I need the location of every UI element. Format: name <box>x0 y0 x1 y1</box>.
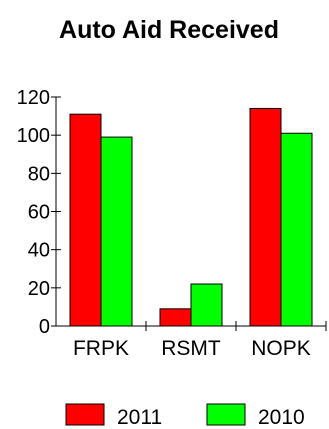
legend-label: 2011 <box>117 406 162 429</box>
chart-title: Auto Aid Received <box>59 16 279 44</box>
bar-2011-nopk <box>249 107 282 327</box>
x-category-label: FRPK <box>73 337 129 360</box>
bar-2011-rsmt <box>159 308 192 327</box>
x-axis-labels: FRPK RSMT NOPK <box>73 337 311 360</box>
legend: 2011 2010 <box>65 403 305 429</box>
bar-2010-rsmt <box>190 283 223 327</box>
x-category-label: RSMT <box>161 337 221 360</box>
x-category-label: NOPK <box>251 337 311 360</box>
y-tick-label: 20 <box>28 278 50 300</box>
bar-2011-frpk <box>69 113 102 327</box>
bar-2010-frpk <box>100 136 133 327</box>
bars <box>69 107 313 327</box>
y-tick-label: 40 <box>28 240 50 262</box>
y-axis-ticks: 0 20 40 60 80 100 120 <box>17 87 61 338</box>
y-tick-label: 100 <box>17 125 50 147</box>
y-tick-label: 60 <box>28 202 50 224</box>
y-tick-label: 0 <box>39 316 50 338</box>
y-tick-label: 120 <box>17 87 50 109</box>
legend-label: 2010 <box>258 406 305 429</box>
y-tick-label: 80 <box>28 163 50 185</box>
legend-swatch-2010 <box>206 403 246 426</box>
bar-2010-nopk <box>280 132 313 327</box>
legend-swatch-2011 <box>65 403 105 426</box>
